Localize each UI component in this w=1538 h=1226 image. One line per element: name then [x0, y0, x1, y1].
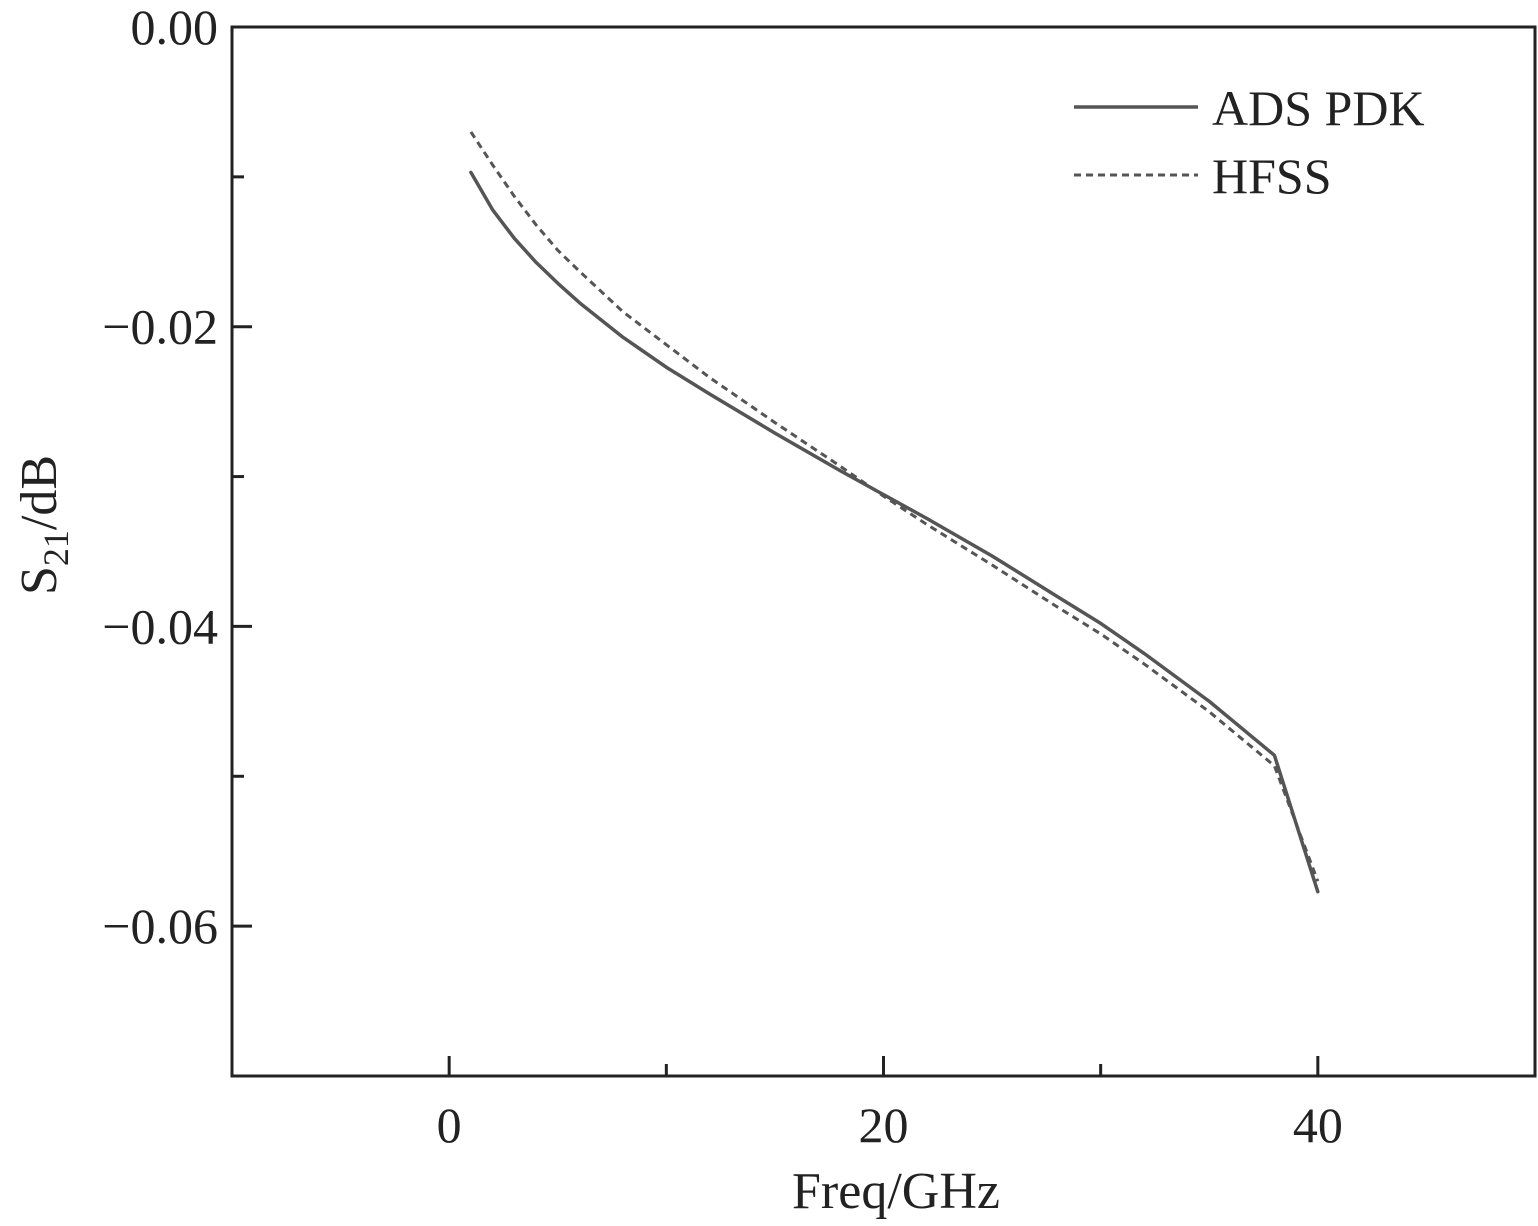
- legend-label-ads-pdk: ADS PDK: [1212, 80, 1425, 136]
- labels-layer: Freq/GHz S21/dB: [11, 455, 1000, 1220]
- x-tick-label: 40: [1293, 1097, 1343, 1153]
- y-tick-label: −0.02: [102, 299, 218, 355]
- y-axis-title: S21/dB: [11, 455, 76, 595]
- y-tick-label: −0.06: [102, 898, 218, 954]
- plot-frame: [230, 25, 1537, 1078]
- legend: ADS PDK HFSS: [1074, 80, 1425, 204]
- y-axis-title-subscript: 21: [36, 530, 76, 566]
- y-tick-label: 0.00: [131, 0, 219, 55]
- x-tick-label: 0: [437, 1097, 462, 1153]
- series-line-ads-pdk: [469, 170, 1320, 894]
- y-axis-title-main: S: [11, 566, 68, 595]
- x-axis-title: Freq/GHz: [792, 1163, 1000, 1220]
- legend-label-hfss: HFSS: [1212, 148, 1332, 204]
- axes-layer: 0.00 −0.02 −0.04 −0.06 0 20 40: [102, 0, 1537, 1153]
- y-tick-label: −0.04: [102, 598, 218, 654]
- series-layer: [469, 131, 1320, 894]
- x-tick-label: 20: [859, 1097, 909, 1153]
- series-line-hfss: [469, 131, 1320, 882]
- y-axis-title-unit: /dB: [11, 455, 68, 530]
